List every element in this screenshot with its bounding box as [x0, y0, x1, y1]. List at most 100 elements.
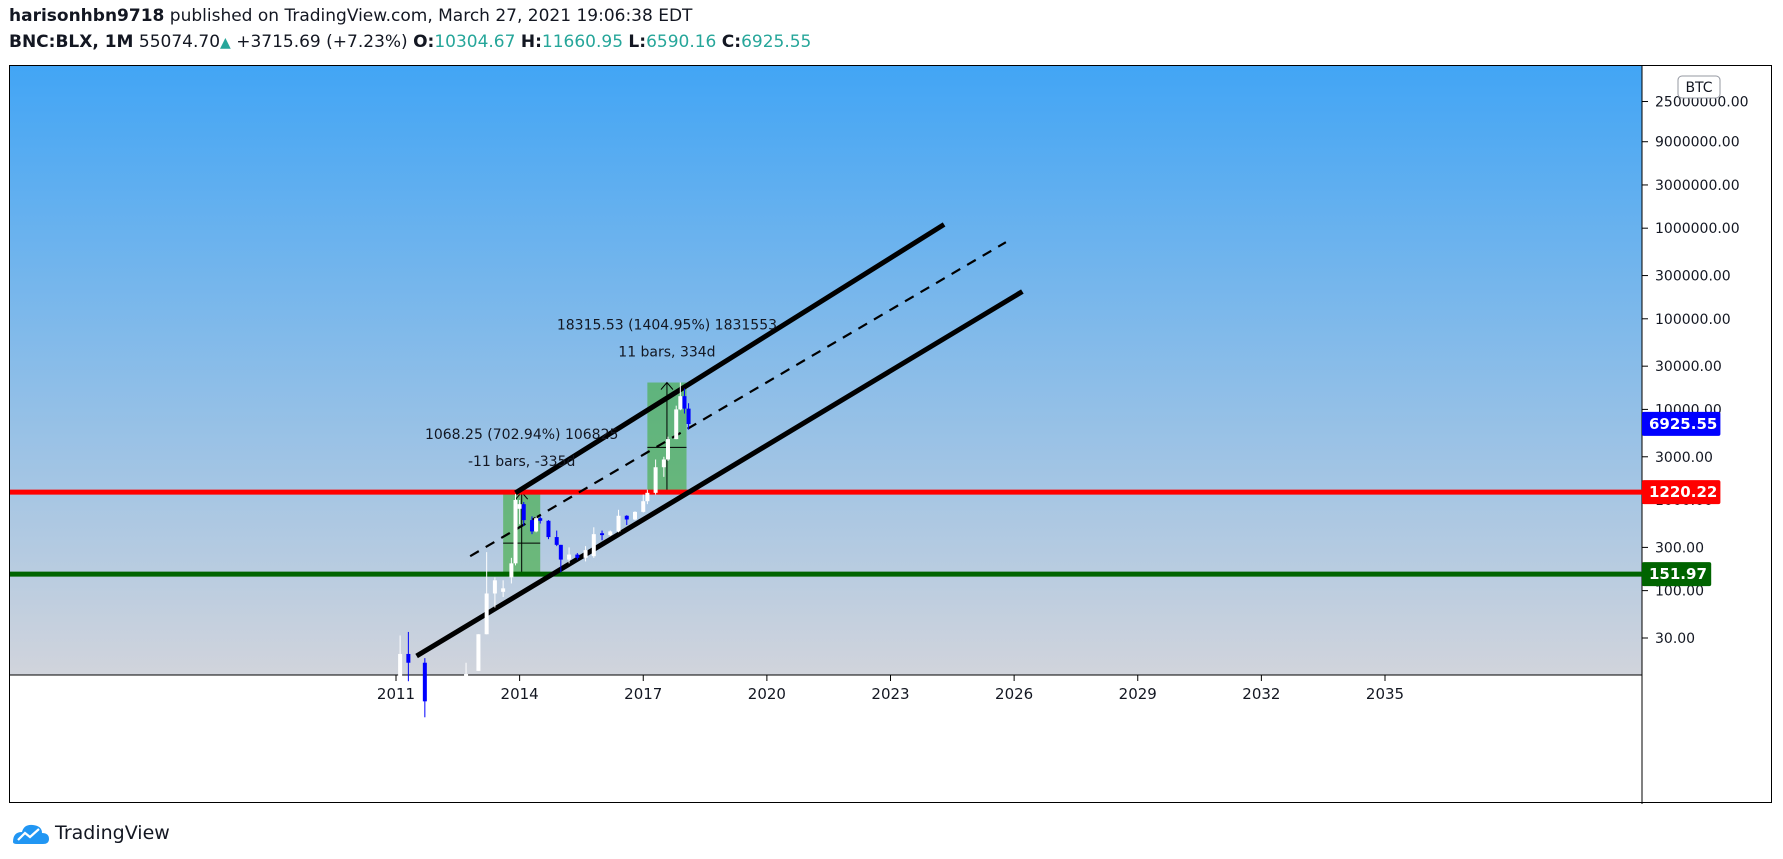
- price-label-box: [1642, 562, 1712, 587]
- candle-body[interactable]: [554, 537, 559, 545]
- x-tick-label: 2032: [1242, 685, 1280, 703]
- candle-body[interactable]: [600, 533, 605, 536]
- price-chart[interactable]: 1068.25 (702.94%) 106825 -11 bars, -335d 1…: [10, 66, 1773, 804]
- candle-body[interactable]: [451, 695, 456, 709]
- tradingview-logo-icon: [13, 824, 49, 844]
- y-tick-label: 300.00: [1655, 540, 1704, 556]
- price-change: +3715.69 (+7.23%): [236, 32, 408, 52]
- high-label: H:: [520, 32, 542, 52]
- candle-body[interactable]: [422, 662, 427, 702]
- price-label-box: [1642, 480, 1721, 505]
- candle-body[interactable]: [645, 492, 650, 502]
- candle-body[interactable]: [641, 501, 646, 512]
- currency-badge-text: BTC: [1685, 80, 1712, 96]
- candle-body[interactable]: [501, 588, 506, 592]
- candle-body[interactable]: [517, 504, 522, 509]
- x-tick-label: 2020: [748, 685, 786, 703]
- candle-body[interactable]: [575, 554, 580, 558]
- candle-body[interactable]: [682, 396, 687, 409]
- price-label-1220-22: 1220.22: [1642, 480, 1721, 505]
- y-tick-label: 100.00: [1655, 584, 1704, 600]
- candle-body[interactable]: [678, 396, 683, 410]
- candle-body[interactable]: [616, 515, 621, 532]
- candle-body[interactable]: [513, 500, 518, 564]
- y-tick-label: 3000.00: [1655, 450, 1713, 466]
- x-tick-label: 2014: [501, 685, 539, 703]
- currency-badge[interactable]: BTC: [1677, 75, 1721, 99]
- high-value: 11660.95: [541, 32, 624, 52]
- candle-body[interactable]: [583, 550, 588, 558]
- channel-middle-line[interactable]: [469, 241, 1007, 558]
- publish-line: harisonhbn9718 published on TradingView.…: [9, 6, 692, 26]
- x-tick-label: 2023: [871, 685, 909, 703]
- price-label-151-97: 151.97: [1642, 562, 1712, 587]
- candle-body[interactable]: [661, 459, 666, 468]
- y-tick-label: 1000000.00: [1655, 221, 1740, 237]
- y-tick-label: 300000.00: [1655, 269, 1731, 285]
- x-tick-label: 2017: [624, 685, 662, 703]
- low-label: L:: [628, 32, 647, 52]
- y-tick-label: 9000000.00: [1655, 135, 1740, 151]
- candle-body[interactable]: [521, 504, 526, 521]
- close-label: C:: [721, 32, 742, 52]
- symbol-line: BNC:BLX, 1M 55074.70▲ +3715.69 (+7.23%) …: [9, 32, 811, 52]
- channel-lower-line[interactable]: [415, 289, 1024, 659]
- candle-body[interactable]: [492, 580, 497, 594]
- y-tick-label: 30.00: [1655, 631, 1695, 647]
- open-value: 10304.67: [434, 32, 516, 52]
- candle-body[interactable]: [546, 520, 551, 538]
- y-tick-label: 70000000.00: [1655, 66, 1749, 70]
- candle-body[interactable]: [476, 634, 481, 671]
- candle-body[interactable]: [665, 439, 670, 460]
- chart-frame[interactable]: 1068.25 (702.94%) 106825 -11 bars, -335d 1…: [9, 65, 1773, 804]
- candle-body[interactable]: [674, 409, 679, 440]
- candle-body[interactable]: [567, 554, 572, 560]
- published-text: published on TradingView.com, March 27, …: [169, 6, 693, 26]
- candle-body[interactable]: [529, 520, 534, 532]
- x-tick-label: 2011: [377, 685, 415, 703]
- y-tick-label: 3000000.00: [1655, 178, 1740, 194]
- candle-body[interactable]: [633, 511, 638, 520]
- measure-2013-text-change: 1068.25 (702.94%) 106825: [425, 427, 618, 443]
- candle-body[interactable]: [464, 674, 469, 696]
- channel-upper-line[interactable]: [514, 222, 946, 495]
- low-value: 6590.16: [646, 32, 717, 52]
- candle-body[interactable]: [653, 467, 658, 493]
- candle-body[interactable]: [686, 408, 691, 425]
- footer-brand-text: TradingView: [55, 822, 170, 844]
- candle-body[interactable]: [608, 531, 613, 536]
- measure-2013-text-bars: -11 bars, -335d: [468, 454, 575, 470]
- open-label: O:: [413, 32, 435, 52]
- price-label-6925-55: 6925.55: [1642, 411, 1721, 436]
- x-tick-label: 2029: [1119, 685, 1157, 703]
- change-up-arrow-icon: ▲: [220, 35, 231, 51]
- candle-body[interactable]: [484, 593, 489, 635]
- price-label-text: 1220.22: [1649, 483, 1717, 501]
- x-tick-label: 2026: [995, 685, 1033, 703]
- candle-body[interactable]: [624, 515, 629, 520]
- candle-body[interactable]: [398, 653, 403, 709]
- price-label-text: 6925.55: [1649, 415, 1717, 433]
- measure-2017-text-change: 18315.53 (1404.95%) 1831553: [557, 318, 777, 334]
- y-tick-label: 100000.00: [1655, 312, 1731, 328]
- candle-body[interactable]: [591, 534, 596, 557]
- candle-body[interactable]: [406, 653, 411, 663]
- footer-brand[interactable]: TradingView: [9, 820, 170, 846]
- author-name[interactable]: harisonhbn9718: [9, 6, 165, 26]
- candle-body[interactable]: [538, 518, 543, 521]
- candle-body[interactable]: [558, 544, 563, 560]
- price-label-box: [1642, 411, 1721, 436]
- plot-background: [10, 66, 1642, 675]
- measure-2017-arrowhead: [660, 381, 674, 390]
- last-price: 55074.70: [138, 32, 221, 52]
- measure-2017-text-bars: 11 bars, 334d: [618, 345, 715, 361]
- close-value: 6925.55: [741, 32, 812, 52]
- y-tick-label: 30000.00: [1655, 359, 1722, 375]
- x-tick-label: 2035: [1366, 685, 1404, 703]
- symbol-label: BNC:BLX, 1M: [9, 32, 134, 52]
- price-label-text: 151.97: [1649, 565, 1707, 583]
- y-tick-label: 25000000.00: [1655, 95, 1749, 111]
- candle-body[interactable]: [534, 518, 539, 532]
- candle-body[interactable]: [435, 708, 440, 710]
- candle-body[interactable]: [509, 563, 514, 578]
